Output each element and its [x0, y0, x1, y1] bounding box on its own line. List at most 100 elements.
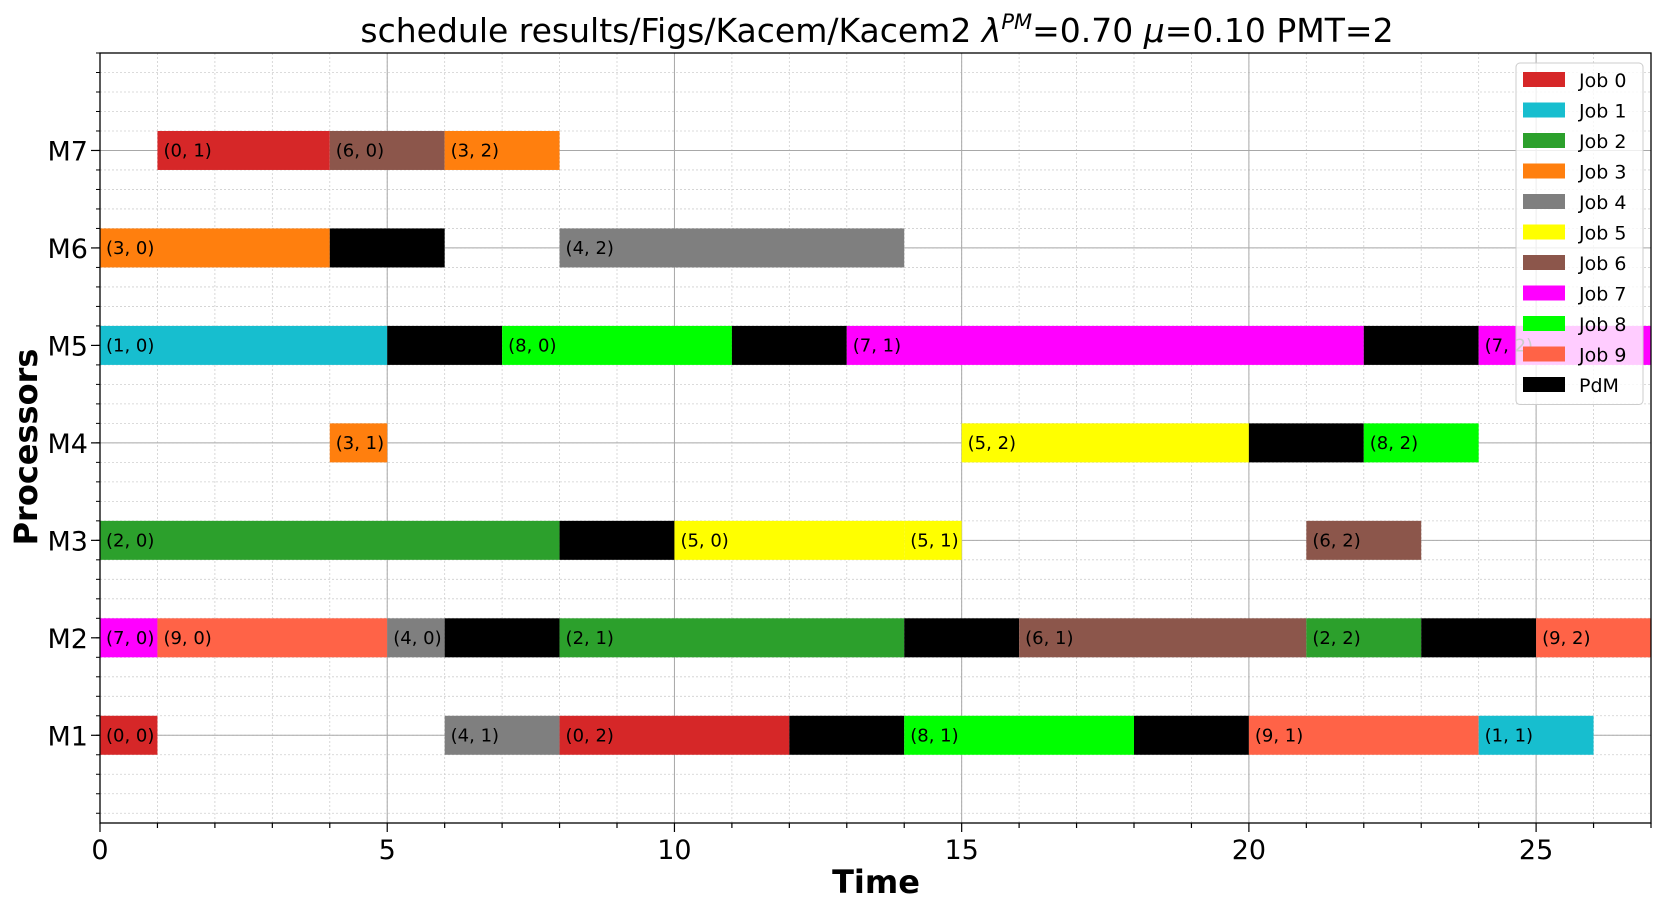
- legend-label: Job 9: [1578, 345, 1626, 367]
- x-tick-label: 20: [1232, 835, 1266, 866]
- task-label: (5, 2): [968, 433, 1016, 454]
- task-bar: [789, 715, 905, 755]
- task-label: (3, 0): [106, 238, 154, 259]
- task-label: (8, 1): [910, 725, 958, 746]
- task-bar: [502, 325, 732, 365]
- task-label: (2, 2): [1312, 628, 1360, 649]
- task-label: (8, 0): [508, 335, 556, 356]
- x-tick-label: 0: [91, 835, 108, 866]
- y-tick-label: M2: [48, 624, 88, 655]
- x-tick-label: 5: [379, 835, 396, 866]
- legend-label: Job 0: [1578, 70, 1626, 92]
- task-bar: [444, 130, 560, 170]
- legend-label: Job 8: [1578, 314, 1626, 336]
- task-label: (2, 1): [566, 628, 614, 649]
- legend-label: Job 4: [1578, 192, 1626, 214]
- task-bar: [1306, 618, 1422, 658]
- task-label: (0, 0): [106, 725, 154, 746]
- task-bar: [1536, 618, 1651, 658]
- legend-swatch: [1523, 102, 1565, 118]
- task-label: (5, 1): [910, 530, 958, 551]
- axes: 0 5 10 15 20 25 M1 M2 M3 M4 M5 M6 M7: [48, 52, 1652, 866]
- legend-swatch: [1523, 316, 1565, 331]
- y-tick-label: M6: [48, 234, 88, 265]
- task-bar: [674, 520, 905, 560]
- legend-swatch: [1523, 255, 1565, 270]
- task-label: (3, 1): [336, 433, 384, 454]
- task-label: (7, 1): [853, 335, 901, 356]
- task-bar: [904, 520, 962, 560]
- task-bar: [1363, 325, 1479, 365]
- task-label: (0, 1): [163, 140, 211, 161]
- legend-swatch: [1523, 72, 1565, 87]
- legend-swatch: [1523, 224, 1565, 240]
- task-bar: [329, 423, 388, 463]
- legend: Job 0 Job 1 Job 2 Job 3 Job 4 Job 5 Job 6 Job 7…: [1515, 62, 1644, 405]
- task-bar: [444, 715, 560, 755]
- legend-swatch: [1523, 163, 1565, 179]
- task-bar: [100, 715, 158, 755]
- task-label: (5, 0): [680, 530, 728, 551]
- legend-swatch: [1523, 346, 1565, 362]
- task-bar: [1306, 520, 1422, 560]
- legend-label: PdM: [1579, 375, 1619, 397]
- task-label: (4, 1): [451, 725, 499, 746]
- task-bar: [559, 618, 905, 658]
- task-bar: [1421, 618, 1537, 658]
- task-label: (1, 0): [106, 335, 154, 356]
- task-bar: [731, 325, 847, 365]
- task-bar: [100, 520, 560, 560]
- task-bar: [100, 325, 388, 365]
- task-bar: [100, 228, 330, 268]
- task-label: (2, 0): [106, 530, 154, 551]
- legend-label: Job 1: [1578, 101, 1626, 123]
- legend-swatch: [1523, 285, 1565, 301]
- task-label: (4, 2): [566, 238, 614, 259]
- task-bar: [157, 618, 388, 658]
- task-bar: [961, 423, 1249, 463]
- task-bar: [1134, 715, 1249, 755]
- task-label: (4, 0): [393, 628, 441, 649]
- task-label: (9, 1): [1255, 725, 1303, 746]
- legend-label: Job 6: [1578, 253, 1626, 275]
- task-label: (0, 2): [566, 725, 614, 746]
- task-label: (9, 0): [163, 628, 211, 649]
- legend-swatch: [1523, 133, 1565, 148]
- task-bar: [387, 618, 445, 658]
- task-bar: [1363, 423, 1479, 463]
- task-label: (1, 1): [1485, 725, 1533, 746]
- task-bar: [1019, 618, 1307, 658]
- task-label: (9, 2): [1542, 628, 1590, 649]
- legend-label: Job 2: [1578, 131, 1626, 153]
- task-bar: [904, 618, 1020, 658]
- x-axis-label: Time: [832, 863, 920, 901]
- y-tick-label: M7: [48, 136, 88, 167]
- task-label: (7, 0): [106, 628, 154, 649]
- task-label: (6, 0): [336, 140, 384, 161]
- task-label: (8, 2): [1370, 433, 1418, 454]
- chart-title: schedule results/Figs/Kacem/Kacem2 λPM=0…: [360, 10, 1393, 50]
- task-bars: (0, 1) (6, 0) (3, 2) (3, 0) (4, 2) (1, 0) (8, …: [100, 130, 1651, 755]
- plot-frame: [99, 52, 1652, 824]
- task-label: (6, 2): [1312, 530, 1360, 551]
- task-bar: [100, 618, 158, 658]
- y-tick-label: M4: [48, 429, 88, 460]
- task-bar: [329, 228, 445, 268]
- task-bar: [559, 715, 790, 755]
- y-tick-label: M3: [48, 526, 88, 557]
- x-tick-label: 10: [657, 835, 691, 866]
- y-tick-label: M1: [48, 721, 88, 752]
- task-label: (3, 2): [451, 140, 499, 161]
- task-bar: [904, 715, 1134, 755]
- legend-label: Job 5: [1578, 223, 1626, 245]
- task-bar: [1248, 423, 1364, 463]
- legend-swatch: [1523, 377, 1565, 392]
- legend-label: Job 3: [1578, 162, 1626, 184]
- task-bar: [846, 325, 1364, 365]
- task-bar: [1478, 715, 1594, 755]
- task-bar: [1248, 715, 1479, 755]
- task-bar: [559, 520, 675, 560]
- x-tick-label: 15: [944, 835, 978, 866]
- task-bar: [329, 130, 445, 170]
